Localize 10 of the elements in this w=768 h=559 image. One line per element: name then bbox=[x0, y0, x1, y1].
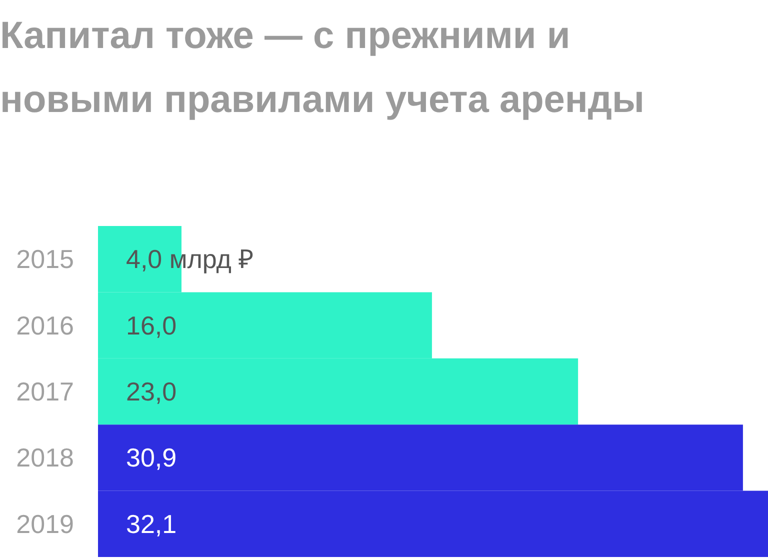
data-label: 32,1 bbox=[126, 508, 177, 539]
data-label: 23,0 bbox=[126, 376, 177, 406]
data-label: 16,0 bbox=[126, 310, 177, 340]
chart-title: Капитал тоже — с прежними и новыми правилами учета аренды bbox=[0, 14, 646, 123]
y-tick-label: 2015 bbox=[16, 244, 74, 274]
data-label: 30,9 bbox=[126, 442, 177, 473]
y-tick-label: 2018 bbox=[16, 442, 74, 473]
y-tick-label: 2019 bbox=[16, 508, 74, 539]
y-tick-label: 2017 bbox=[16, 376, 74, 406]
y-tick-label: 2016 bbox=[16, 310, 74, 340]
